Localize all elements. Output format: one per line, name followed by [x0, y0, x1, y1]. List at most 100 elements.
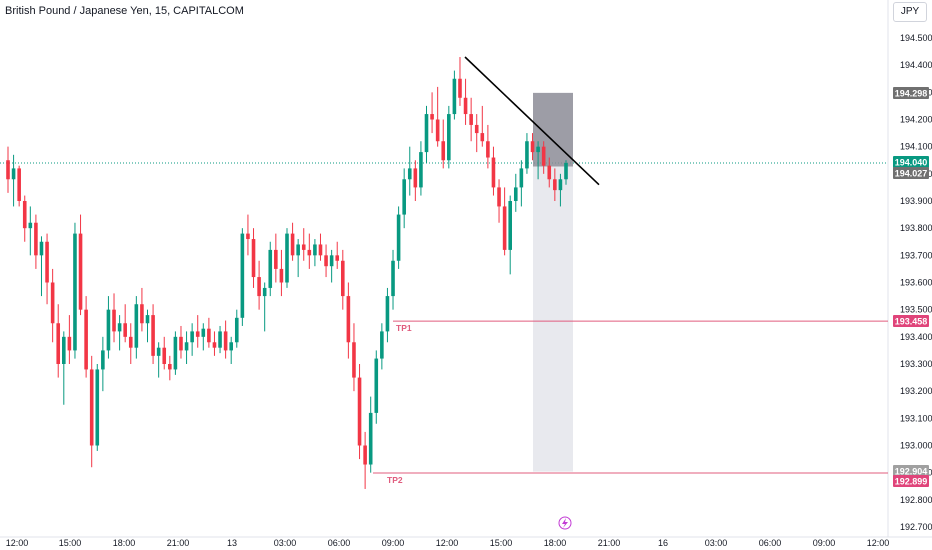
candle-body — [424, 114, 429, 153]
candle-body — [447, 114, 451, 161]
candle-body — [28, 222, 33, 229]
candle-body — [307, 249, 312, 256]
price-tick-label: 192.700 — [900, 522, 932, 532]
candle-body — [274, 249, 278, 269]
candle-body — [513, 187, 518, 201]
candle-body — [402, 179, 406, 215]
candle-body — [73, 233, 77, 351]
candle-body — [413, 168, 418, 188]
candle-body — [240, 233, 245, 318]
lightning-bolt-icon — [562, 518, 568, 528]
candle-body — [285, 233, 289, 283]
candle-body — [106, 309, 111, 351]
time-tick-label: 12:00 — [6, 538, 29, 548]
candle-body — [452, 78, 457, 115]
candle-body — [385, 296, 390, 332]
candle-body — [396, 214, 401, 261]
price-tick-label: 194.100 — [900, 142, 932, 152]
price-tick-label: 194.500 — [900, 33, 932, 43]
candle-body — [530, 141, 535, 153]
candle-body — [558, 179, 563, 191]
candle-body — [262, 287, 267, 297]
candle-body — [296, 244, 300, 256]
candle-body — [318, 244, 323, 256]
candle-body — [162, 347, 167, 364]
candle-body — [279, 268, 284, 283]
time-tick-label: 03:00 — [705, 538, 728, 548]
candle-body — [11, 168, 16, 180]
candle-body — [34, 222, 38, 256]
candle-body — [229, 342, 233, 351]
candle-body — [463, 97, 468, 115]
candle-body — [168, 364, 172, 370]
candle-body — [519, 168, 524, 188]
time-tick-label: 09:00 — [382, 538, 405, 548]
candle-body — [190, 331, 194, 343]
tp2-label: TP2 — [387, 475, 403, 485]
price-tick-label: 192.800 — [900, 495, 932, 505]
candle-body — [101, 350, 105, 370]
price-tag — [893, 87, 929, 99]
price-tag-label: 192.899 — [895, 477, 928, 487]
candle-body — [145, 315, 150, 324]
candle-body — [469, 114, 473, 125]
price-tick-label: 193.300 — [900, 359, 932, 369]
position-target-zone — [533, 166, 573, 472]
candle-body — [134, 304, 139, 348]
price-tag-label: 192.904 — [895, 467, 928, 477]
candle-body — [491, 157, 496, 188]
candle-body — [84, 309, 88, 370]
price-tick-label: 193.200 — [900, 386, 932, 396]
candle-body — [223, 331, 228, 351]
candle-body — [553, 179, 557, 191]
price-tag — [893, 475, 929, 487]
candle-body — [313, 244, 317, 256]
time-tick-label: 12:00 — [436, 538, 459, 548]
candle-body — [329, 255, 334, 267]
candle-body — [391, 260, 395, 297]
candle-body — [352, 342, 356, 378]
candle-body — [525, 141, 529, 169]
candle-body — [123, 323, 127, 337]
candle-body — [363, 445, 367, 465]
candle-body — [324, 255, 328, 267]
candle-body — [380, 331, 384, 359]
candle-body — [357, 377, 362, 446]
candle-body — [458, 78, 462, 98]
candle-body — [368, 412, 373, 465]
candle-body — [430, 114, 434, 120]
time-tick-label: 12:00 — [867, 538, 890, 548]
time-tick-label: 21:00 — [598, 538, 621, 548]
currency-button[interactable]: JPY — [893, 2, 927, 22]
candle-body — [207, 328, 211, 343]
candle-body — [441, 141, 446, 161]
price-tag — [893, 156, 929, 168]
time-tick-label: 18:00 — [544, 538, 567, 548]
price-tag — [893, 465, 929, 477]
candle-body — [547, 165, 552, 180]
candle-body — [45, 241, 49, 283]
candle-body — [474, 124, 479, 134]
candle-body — [218, 331, 222, 348]
candle-body — [341, 260, 345, 297]
candle-body — [407, 168, 412, 180]
trend-line — [464, 56, 600, 186]
candle-body — [151, 315, 155, 356]
price-tag-label: 193.458 — [895, 317, 928, 327]
time-tick-label: 16 — [658, 538, 668, 548]
price-tag — [893, 315, 929, 327]
price-tick-label: 194.400 — [900, 60, 932, 70]
candle-body — [536, 146, 540, 153]
candle-body — [195, 331, 200, 337]
candle-body — [50, 282, 55, 324]
time-tick-label: 15:00 — [490, 538, 513, 548]
price-tick-label: 193.800 — [900, 223, 932, 233]
candle-body — [156, 347, 161, 356]
candle-body — [257, 277, 261, 297]
time-tick-label: 09:00 — [813, 538, 836, 548]
price-tag-label: 194.298 — [895, 89, 928, 99]
candle-body — [346, 296, 351, 343]
candle-body — [17, 168, 21, 201]
